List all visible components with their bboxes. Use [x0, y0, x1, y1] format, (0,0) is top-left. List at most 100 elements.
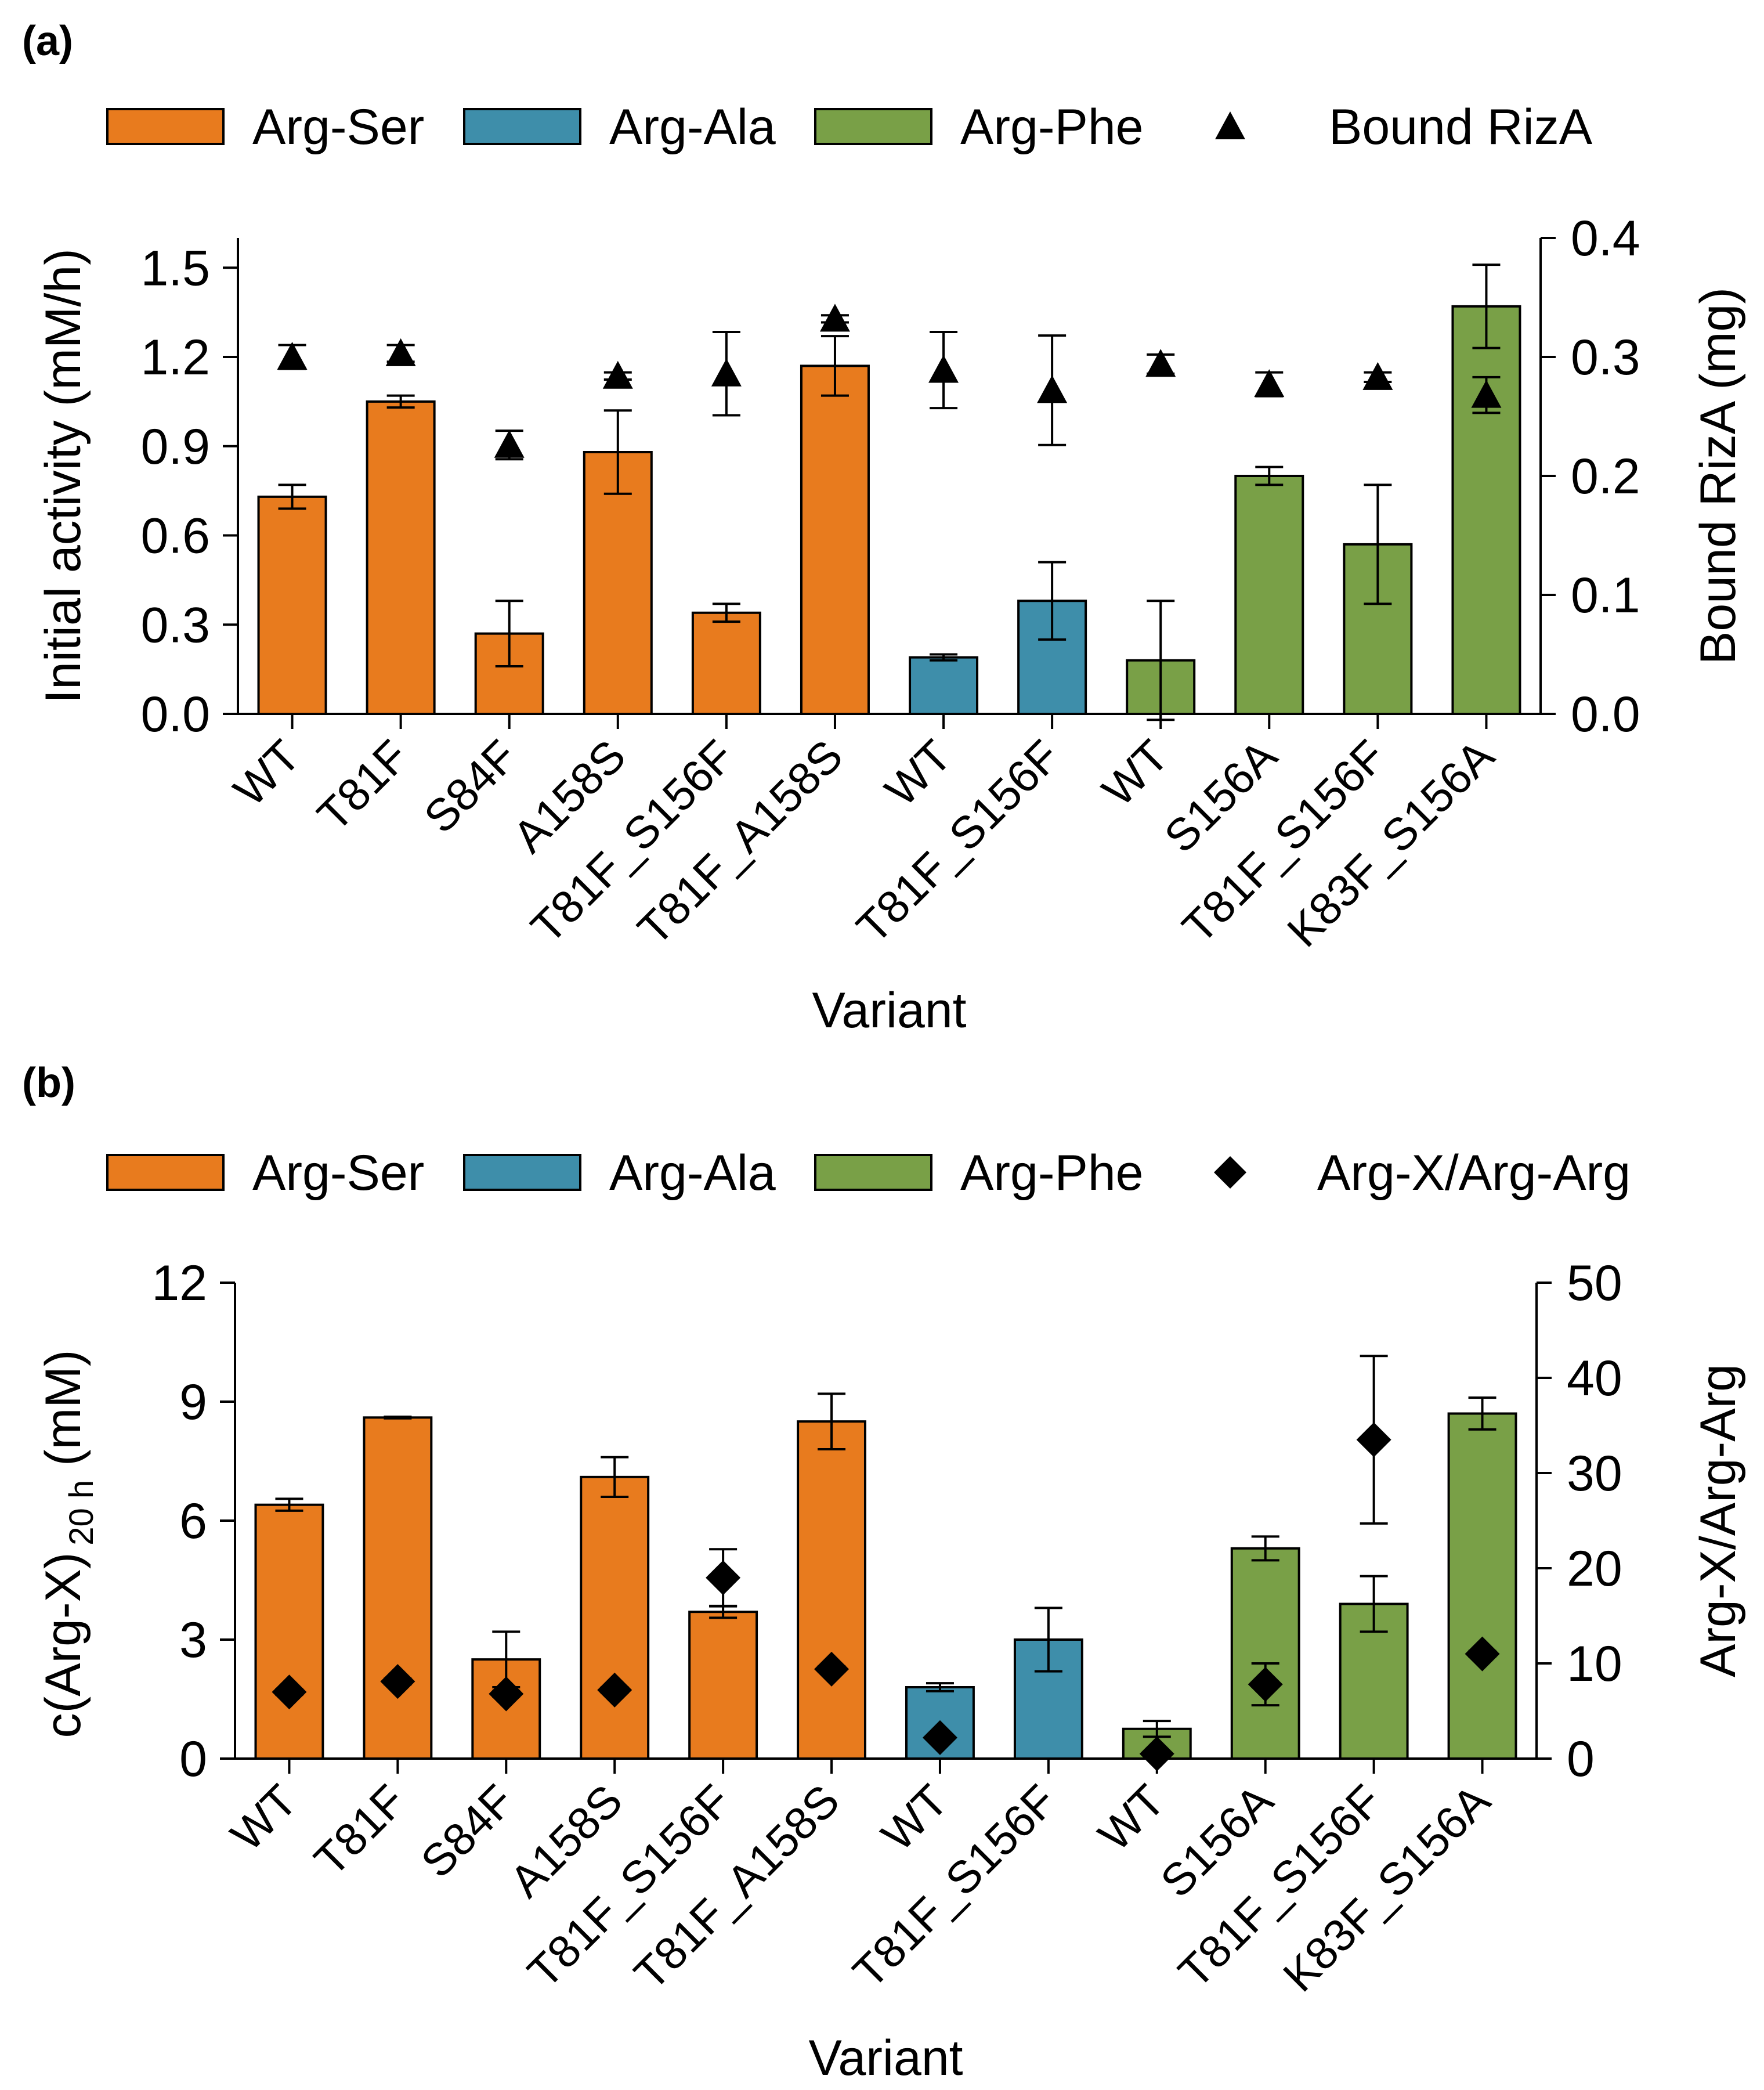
ratio-point [814, 1651, 850, 1687]
y-tick-label-right: 50 [1567, 1255, 1622, 1311]
y-tick-label-right: 0 [1567, 1731, 1595, 1787]
x-category-label: T81F [308, 730, 418, 841]
bound-riza-point [385, 338, 416, 366]
y-tick-label-left: 3 [179, 1612, 207, 1668]
y-tick-label-left: 12 [151, 1255, 207, 1311]
bound-riza-point [1471, 380, 1502, 408]
bound-riza-point [928, 355, 959, 383]
ratio-point [597, 1672, 632, 1708]
legend-swatch-arg-phe [814, 108, 932, 145]
y-axis-title-left: c(Arg-X) 20 h (mM) [35, 1349, 100, 1738]
y-tick-label-right: 0.0 [1571, 687, 1640, 742]
y-tick-label-left: 0 [179, 1731, 207, 1787]
bound-riza-point [819, 304, 850, 332]
bound-riza-point [1037, 375, 1068, 403]
legend-swatch-arg-ser [106, 108, 225, 145]
y-tick-label-right: 0.2 [1571, 449, 1640, 504]
markers [277, 304, 1502, 461]
bound-riza-point [494, 429, 525, 458]
panel-label: (b) [22, 1060, 75, 1106]
y-tick-label-left: 1.5 [140, 240, 210, 296]
bar [800, 364, 870, 715]
panel-label: (a) [22, 18, 73, 64]
ratio-point [489, 1676, 524, 1712]
legend-swatch-arg-ala [463, 1154, 581, 1191]
chart-panel-a: (a) Arg-Ser Arg-Ala Arg-Phe Bound RizA 0.0 0.3… [22, 18, 1746, 1038]
bound-riza-point [277, 342, 308, 370]
y-tick-label-right: 40 [1567, 1351, 1622, 1406]
bar [366, 400, 436, 715]
bar [254, 1503, 324, 1760]
y-tick-label-right: 0.3 [1571, 330, 1640, 385]
ratio-point [1356, 1422, 1391, 1457]
y-tick-label-left: 0.6 [140, 508, 210, 564]
bar [257, 495, 327, 715]
bar [583, 451, 653, 715]
x-category-label: WT [1089, 1775, 1174, 1861]
y-tick-label-left: 0.3 [140, 597, 210, 653]
y-tick-label-left: 1.2 [140, 330, 210, 385]
legend-label: Arg-Phe [960, 99, 1144, 155]
markers [272, 1355, 1500, 1771]
x-category-label: WT [221, 1775, 307, 1861]
x-category-label: T81F [304, 1775, 415, 1886]
y-axis-title-right: Arg-X/Arg-Arg [1690, 1364, 1746, 1677]
y-axis-title-unit: (mM) [35, 1349, 91, 1479]
bar [1447, 1412, 1517, 1760]
x-category-label: WT [875, 730, 961, 816]
y-tick-label-left: 6 [179, 1493, 207, 1549]
bound-riza-point [1254, 369, 1285, 398]
bound-riza-point [1145, 349, 1176, 377]
x-category-label: WT [872, 1775, 957, 1861]
ratio-point [1248, 1667, 1283, 1702]
y-tick-label-right: 30 [1567, 1446, 1622, 1501]
legend-label: Bound RizA [1329, 99, 1593, 155]
chart-panel-b: (b) Arg-Ser Arg-Ala Arg-Phe Arg-X/Arg-Arg 0 3 6… [22, 1060, 1746, 2086]
bars [254, 1392, 1517, 1760]
bar [474, 632, 544, 715]
bar [688, 1611, 758, 1760]
bound-riza-point [602, 360, 633, 389]
bound-riza-point [711, 358, 742, 387]
y-tick-label-left: 0.9 [140, 419, 210, 475]
legend-label: Arg-Ala [609, 1145, 776, 1201]
bar [1451, 305, 1521, 715]
bar [1230, 1547, 1300, 1760]
y-tick-label-left: 9 [179, 1374, 207, 1430]
bar [909, 656, 979, 715]
legend: Arg-Ser Arg-Ala Arg-Phe Arg-X/Arg-Arg [106, 1145, 1631, 1201]
y-tick-label-left: 0.0 [140, 687, 210, 742]
y-tick-label-right: 20 [1567, 1541, 1622, 1597]
legend-label: Arg-X/Arg-Arg [1317, 1145, 1631, 1201]
bar [363, 1416, 433, 1760]
ratio-point [272, 1674, 307, 1710]
x-axis-title: Variant [808, 2030, 963, 2086]
y-axis-title-left: Initial activity (mM/h) [35, 248, 91, 703]
x-category-label: WT [1092, 730, 1178, 816]
bar [580, 1475, 650, 1760]
legend-label: Arg-Ala [609, 99, 776, 155]
y-axis-title-main: c(Arg-X) [35, 1552, 91, 1738]
ratio-point [380, 1664, 415, 1699]
x-axis-title: Variant [812, 983, 966, 1038]
x-category-label: WT [224, 730, 310, 816]
y-axis-title-right: Bound RizA (mg) [1690, 287, 1746, 665]
legend: Arg-Ser Arg-Ala Arg-Phe Bound RizA [106, 99, 1593, 155]
ratio-point [1465, 1636, 1500, 1672]
ratio-point [922, 1720, 957, 1755]
y-tick-label-right: 10 [1567, 1636, 1622, 1692]
bar [1234, 475, 1304, 715]
legend-label: Arg-Ser [252, 1145, 424, 1201]
bound-riza-point [1362, 362, 1393, 390]
ratio-point [706, 1560, 741, 1596]
legend-swatch-arg-phe [814, 1154, 932, 1191]
bar [691, 611, 761, 715]
legend-marker-triangle [1215, 111, 1245, 139]
legend-label: Arg-Phe [960, 1145, 1144, 1201]
legend-swatch-arg-ala [463, 108, 581, 145]
legend-marker-diamond [1214, 1156, 1246, 1189]
legend-swatch-arg-ser [106, 1154, 225, 1191]
ratio-point [1139, 1736, 1174, 1771]
y-tick-label-right: 0.1 [1571, 568, 1640, 623]
